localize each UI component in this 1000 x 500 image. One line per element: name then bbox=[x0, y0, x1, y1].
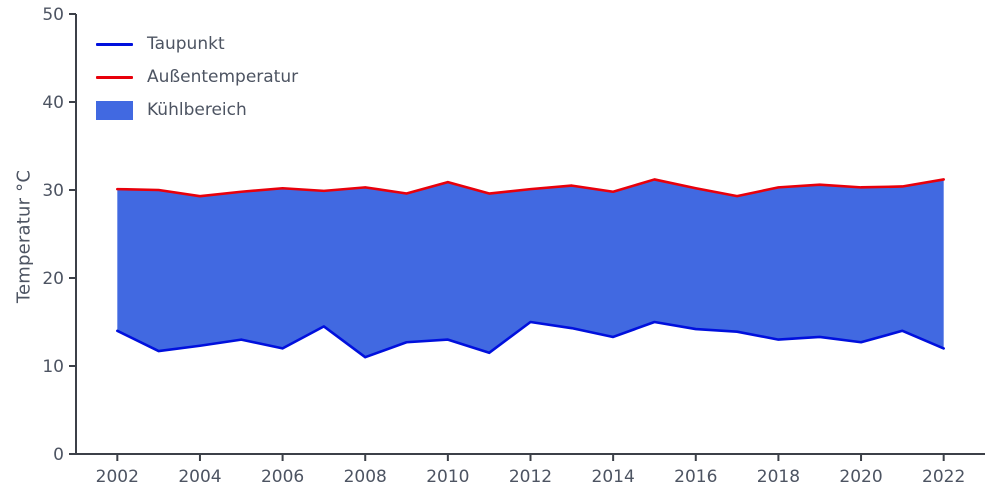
x-tick-label: 2014 bbox=[592, 467, 635, 487]
cooling-area-fill bbox=[117, 179, 944, 358]
taupunkt-line-swatch bbox=[96, 42, 133, 46]
series-line-1 bbox=[116, 178, 945, 198]
legend-item-aussentemperatur: Außentemperatur bbox=[96, 67, 298, 87]
x-tick-label: 2018 bbox=[757, 467, 800, 487]
x-tick-label: 2016 bbox=[674, 467, 717, 487]
x-tick-label: 2004 bbox=[178, 467, 221, 487]
y-tick-label: 40 bbox=[42, 93, 64, 113]
aussentemperatur-line-swatch bbox=[96, 75, 133, 79]
x-tick-label: 2002 bbox=[96, 467, 139, 487]
y-tick-label: 30 bbox=[42, 181, 64, 201]
y-axis-label: Temperatur °C bbox=[13, 169, 35, 304]
x-tick-label: 2022 bbox=[922, 467, 965, 487]
x-tick-label: 2006 bbox=[261, 467, 304, 487]
x-tick-label: 2012 bbox=[509, 467, 552, 487]
chart-legend: Taupunkt Außentemperatur Kühlbereich bbox=[96, 34, 298, 120]
x-tick-label: 2008 bbox=[344, 467, 387, 487]
y-tick-label: 20 bbox=[42, 269, 64, 289]
x-tick-label: 2010 bbox=[426, 467, 469, 487]
x-tick-label: 2020 bbox=[839, 467, 882, 487]
legend-item-kuehlbereich: Kühlbereich bbox=[96, 100, 298, 120]
y-tick-label: 0 bbox=[53, 445, 64, 465]
series-line-0 bbox=[116, 320, 945, 359]
legend-label-taupunkt: Taupunkt bbox=[147, 34, 225, 54]
kuehlbereich-area-swatch bbox=[96, 100, 133, 120]
legend-label-kuehlbereich: Kühlbereich bbox=[147, 100, 247, 120]
legend-item-taupunkt: Taupunkt bbox=[96, 34, 298, 54]
y-tick-label: 10 bbox=[42, 357, 64, 377]
legend-label-aussentemperatur: Außentemperatur bbox=[147, 67, 299, 87]
y-tick-label: 50 bbox=[42, 5, 64, 25]
